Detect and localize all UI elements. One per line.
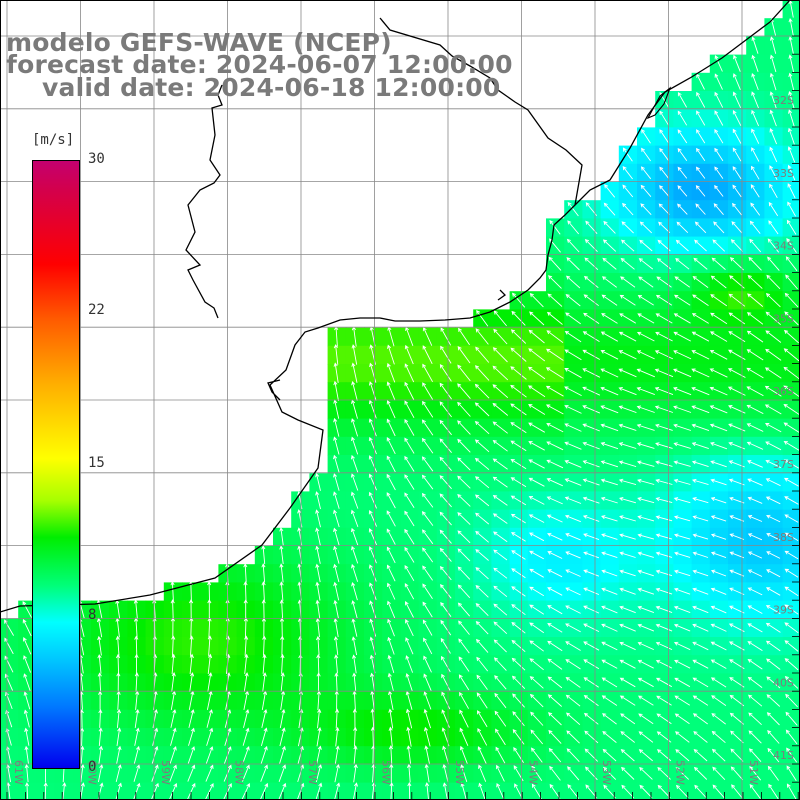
grid-labels: 61W 60W 59W 58W 57W 56W 55W 54W 53W 52W 51W 32S 33S 3… <box>12 94 794 785</box>
lon-label: 55W <box>453 760 466 785</box>
lat-label: 38S <box>773 531 794 544</box>
lat-label: 39S <box>773 604 794 617</box>
lagoon-outline <box>646 86 672 120</box>
lon-label: 53W <box>600 760 613 785</box>
lon-label: 56W <box>380 760 393 785</box>
lon-label: 51W <box>747 760 760 785</box>
colorbar-tick-22: 22 <box>88 302 105 318</box>
coastline <box>0 0 791 613</box>
colorbar-tick-8: 8 <box>88 607 97 623</box>
lon-label: 54W <box>527 760 540 785</box>
colorbar-tick-15: 15 <box>88 455 105 471</box>
valid-date: valid date: 2024-06-18 12:00:00 <box>42 73 501 102</box>
lat-label: 41S <box>773 749 794 762</box>
lon-label: 58W <box>233 760 246 785</box>
lat-label: 32S <box>773 94 794 107</box>
lon-label: 61W <box>12 760 25 785</box>
coastline-north <box>0 17 583 613</box>
forecast-date: forecast date: 2024-06-07 12:00:00 <box>6 50 513 79</box>
model-title: modelo GEFS-WAVE (NCEP) <box>6 28 392 57</box>
lat-label: 34S <box>773 240 794 253</box>
wind-arrows <box>4 0 800 800</box>
colorbar-tick-0: 0 <box>88 759 97 775</box>
colorbar-tick-30: 30 <box>88 151 105 167</box>
colorbar <box>32 160 80 769</box>
lon-label: 59W <box>159 760 172 785</box>
lat-label: 37S <box>773 458 794 471</box>
lon-label: 60W <box>86 760 99 785</box>
colorbar-unit: [m/s] <box>32 132 75 148</box>
lon-label: 52W <box>674 760 687 785</box>
lat-label: 33S <box>773 167 794 180</box>
lat-label: 36S <box>773 385 794 398</box>
lat-label: 40S <box>773 676 794 689</box>
lon-label: 57W <box>306 760 319 785</box>
lat-label: 35S <box>773 312 794 325</box>
